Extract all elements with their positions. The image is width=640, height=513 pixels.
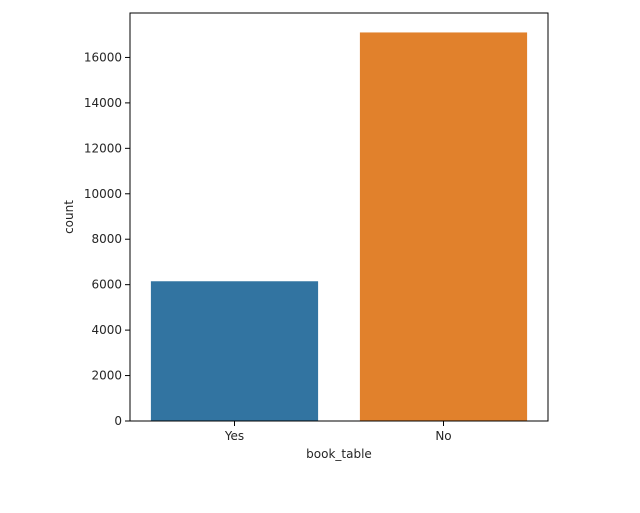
y-axis-label: count [62,200,76,234]
bars-group [150,32,528,422]
y-tick-label: 0 [114,414,122,428]
x-axis-ticks: Yes No [224,421,452,443]
y-tick-label: 14000 [84,96,122,110]
y-tick-label: 12000 [84,141,122,155]
x-tick-label: No [435,429,451,443]
x-axis-label: book_table [306,447,372,461]
y-tick-label: 10000 [84,187,122,201]
y-axis-ticks: 0 2000 4000 6000 8000 10000 12000 14000 16000 [84,50,130,428]
y-tick-label: 4000 [91,323,122,337]
bar-yes [150,281,319,421]
y-tick-label: 6000 [91,278,122,292]
y-tick-label: 8000 [91,232,122,246]
bar-no [359,32,528,422]
y-tick-label: 16000 [84,50,122,64]
plot-frame [129,12,549,422]
y-tick-label: 2000 [91,369,122,383]
x-tick-label: Yes [224,429,244,443]
